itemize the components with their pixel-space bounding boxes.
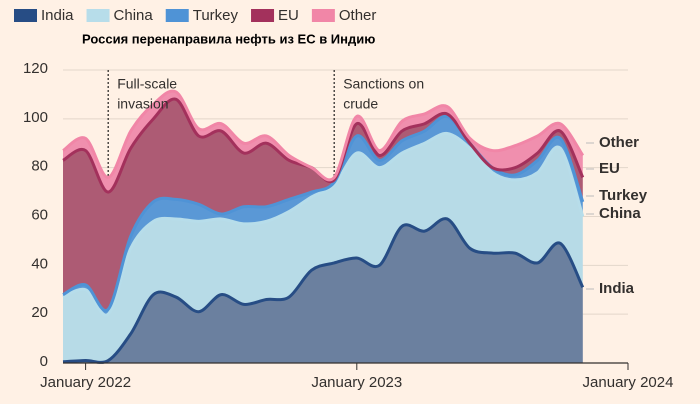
area (63, 98, 583, 311)
y-tick-label: 0 (40, 353, 48, 370)
area-edge (62, 89, 585, 182)
annotation-text: Sanctions on (343, 76, 424, 92)
legend-swatch (165, 9, 189, 22)
annotation-text: invasion (117, 96, 168, 112)
series-label: EU (599, 160, 620, 177)
area-edge (62, 217, 585, 364)
series-label: India (599, 280, 635, 297)
y-tick-label: 100 (23, 109, 48, 126)
series-label: Turkey (599, 187, 648, 204)
y-tick-label: 20 (31, 304, 48, 321)
series-label: Other (599, 134, 639, 151)
chart-subtitle: Россия перенаправила нефть из ЕС в Индию (82, 31, 375, 46)
legend-label: Other (339, 7, 377, 24)
area (63, 218, 583, 363)
area (63, 133, 583, 363)
legend-label: India (41, 7, 74, 24)
legend-label: Turkey (193, 7, 239, 24)
legend-swatch (86, 9, 110, 22)
legend-label: EU (278, 7, 299, 24)
annotation-text: crude (343, 96, 378, 112)
y-tick-label: 120 (23, 60, 48, 77)
x-tick-label: January 2022 (40, 374, 131, 391)
y-tick-label: 80 (31, 158, 48, 175)
area (63, 91, 583, 193)
y-tick-label: 40 (31, 255, 48, 272)
legend-swatch (311, 9, 335, 22)
series-label: China (599, 205, 641, 222)
x-tick-label: January 2024 (583, 374, 674, 391)
x-tick-label: January 2023 (311, 374, 402, 391)
legend-swatch (251, 9, 275, 22)
legend-label: China (114, 7, 154, 24)
legend-swatch (14, 9, 37, 22)
y-tick-label: 60 (31, 206, 48, 223)
annotation-text: Full-scale (117, 76, 177, 92)
area-edge (62, 131, 585, 317)
